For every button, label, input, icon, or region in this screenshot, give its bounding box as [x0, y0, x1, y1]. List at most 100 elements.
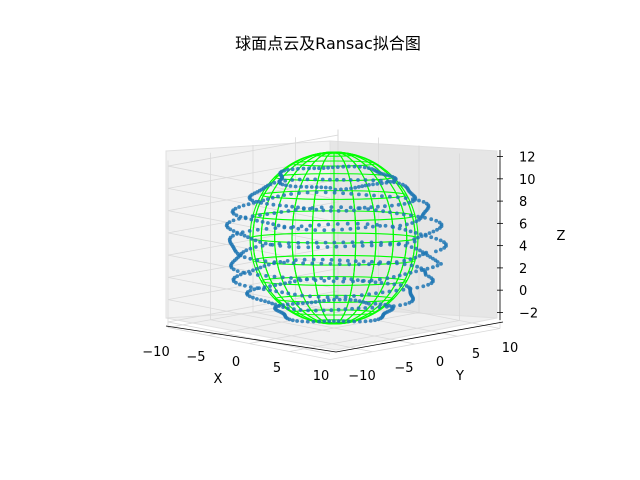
data-point — [299, 224, 304, 229]
data-point — [233, 206, 238, 211]
data-point — [231, 218, 236, 223]
data-point — [248, 285, 253, 289]
z-tick-label: 6 — [519, 217, 527, 232]
data-point — [266, 262, 271, 267]
data-point — [278, 260, 283, 264]
data-point — [413, 255, 418, 260]
data-point — [370, 305, 375, 310]
data-point — [250, 214, 255, 219]
data-point — [327, 319, 332, 324]
data-point — [268, 288, 272, 293]
data-point — [355, 278, 360, 282]
data-point — [334, 276, 339, 281]
data-point — [403, 196, 408, 201]
data-point — [314, 240, 319, 245]
data-point — [235, 274, 240, 278]
data-point — [319, 185, 324, 190]
data-point — [346, 258, 350, 263]
data-point — [374, 291, 378, 296]
x-tick-label: −5 — [186, 350, 205, 365]
data-point — [288, 184, 293, 188]
data-point — [396, 202, 401, 207]
data-point — [264, 274, 268, 278]
data-point — [407, 200, 412, 205]
data-point — [278, 203, 282, 208]
data-point — [431, 265, 435, 270]
data-point — [341, 178, 346, 182]
data-point — [328, 208, 333, 213]
data-point — [244, 248, 249, 253]
data-point — [434, 218, 439, 223]
data-point — [243, 216, 248, 221]
data-point — [416, 235, 420, 240]
data-point — [348, 298, 353, 302]
data-point — [282, 193, 286, 198]
grid-line — [167, 179, 339, 243]
grid-line — [167, 156, 339, 221]
data-point — [330, 165, 335, 170]
data-point — [297, 191, 301, 196]
data-point — [284, 204, 289, 208]
data-point — [287, 244, 292, 249]
data-point — [270, 242, 275, 247]
data-point — [265, 202, 269, 206]
data-point — [352, 244, 356, 248]
data-point — [308, 294, 312, 299]
data-point — [279, 210, 284, 214]
data-point — [286, 241, 291, 246]
data-point — [277, 304, 281, 308]
data-point — [289, 225, 293, 230]
data-point — [350, 240, 355, 245]
y-tick-label: 5 — [472, 347, 480, 362]
data-point — [278, 244, 283, 248]
data-point — [426, 282, 430, 287]
data-point — [419, 234, 424, 239]
data-point — [356, 306, 361, 311]
data-point — [356, 178, 360, 182]
data-point — [290, 178, 295, 182]
data-point — [231, 233, 235, 238]
data-point — [323, 190, 328, 195]
data-point — [301, 301, 305, 306]
z-tick-label: 0 — [519, 284, 527, 299]
data-point — [397, 273, 402, 278]
data-point — [306, 245, 311, 250]
data-point — [408, 229, 413, 234]
data-point — [255, 273, 260, 277]
data-point — [367, 183, 371, 187]
data-point — [314, 185, 319, 190]
data-point — [320, 257, 325, 262]
data-point — [365, 222, 370, 227]
z-tick-label: −2 — [519, 306, 538, 321]
data-point — [273, 302, 278, 307]
z-tick-label: 12 — [519, 151, 536, 166]
data-point — [343, 294, 348, 299]
data-point — [334, 244, 339, 249]
data-point — [261, 198, 266, 203]
data-point — [305, 190, 310, 195]
data-point — [412, 237, 417, 242]
data-point — [352, 319, 357, 324]
data-point — [235, 230, 240, 235]
data-point — [417, 217, 421, 222]
data-point — [286, 306, 290, 311]
data-point — [429, 217, 434, 222]
data-point — [403, 272, 408, 276]
data-point — [286, 209, 291, 213]
data-point — [398, 303, 402, 308]
data-point — [431, 229, 436, 234]
tick-labels: −10 −5 0 5 10 −10 −5 0 5 10 −2 0 2 4 6 8 10 12 — [142, 151, 538, 384]
data-point — [308, 207, 312, 211]
data-point — [329, 205, 334, 210]
data-point — [296, 245, 301, 250]
grid-line — [248, 312, 420, 344]
grid-line — [167, 134, 339, 199]
data-point — [305, 277, 309, 282]
data-point — [348, 178, 353, 182]
data-point — [380, 181, 384, 186]
data-point — [286, 167, 290, 172]
data-point — [317, 319, 321, 324]
data-point — [299, 184, 303, 189]
data-point — [423, 232, 428, 237]
